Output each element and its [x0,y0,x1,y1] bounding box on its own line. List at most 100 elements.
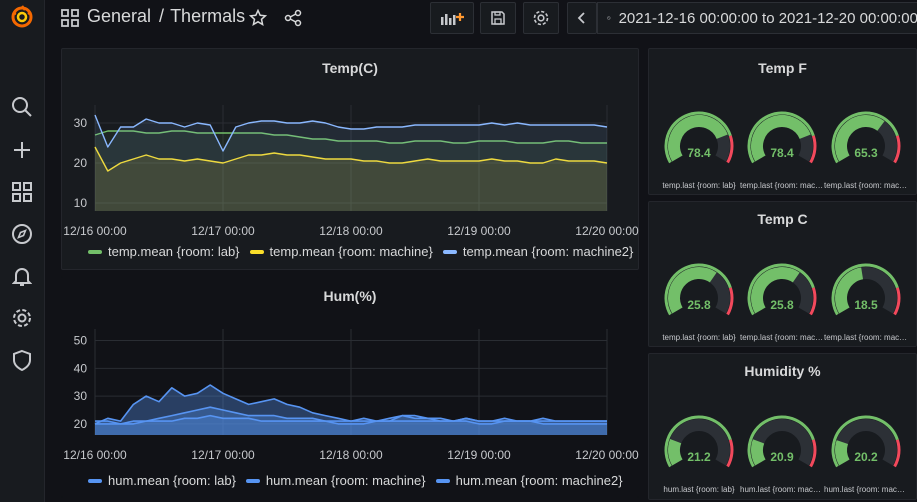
y-tick-label: 30 [74,116,88,130]
settings-gear-icon [533,10,549,26]
panel-title: Hum(%) [323,288,377,304]
gauge-label: temp.last {room: lab} [662,181,736,190]
gauge-arc [831,263,901,316]
legend-item-lab[interactable]: hum.mean {room: lab} [88,473,236,488]
legend-item-lab[interactable]: temp.mean {room: lab} [88,244,240,259]
gauge-value-arc [668,115,728,162]
x-tick-label: 12/17 00:00 [191,224,255,238]
dashboards-icon[interactable] [5,177,39,207]
threshold-green [831,263,899,316]
gauge: 25.8 temp.last {room: lab} [662,241,736,342]
gauge-arc [831,415,901,468]
share-icon[interactable] [284,9,302,30]
legend-label: temp.mean {room: machine2} [462,244,634,259]
alerting-icon[interactable] [5,261,39,291]
gauge-value-arc [668,267,717,314]
hum-graph-panel[interactable]: Hum(%) 20 30 40 50 12/16 00:00 12/17 00:00 12/… [61,276,639,498]
add-panel-button[interactable] [430,2,474,34]
sidebar [0,0,45,502]
threshold-green [664,111,732,164]
legend-label: hum.mean {room: lab} [108,473,236,488]
legend-swatch [442,249,457,254]
y-tick-label: 20 [74,156,88,170]
breadcrumb-separator: / [159,6,165,26]
hum-chart: 20 30 40 50 12/16 00:00 12/17 00:00 12/18 00:0… [63,329,639,462]
threshold-red [809,439,817,468]
threshold-red [893,439,901,468]
gauge-value-arc [835,267,864,314]
legend-label: hum.mean {room: machine} [265,473,426,488]
x-tick-label: 12/20 00:00 [575,224,639,238]
time-back-button[interactable] [567,2,597,34]
temp-c-gauge-panel[interactable]: Temp C 25.8 temp.last {room: lab} 25.8 temp… [648,201,917,347]
temp-c-graph-panel[interactable]: Temp(C) 10 20 30 12/16 00:00 12/17 00:00 12/1… [61,48,639,270]
x-tick-label: 12/19 00:00 [447,448,511,462]
threshold-red [893,287,901,316]
threshold-green [664,263,732,316]
series-line [95,414,607,425]
gauge: 78.4 temp.last {room: machine} [740,89,824,190]
threshold-red [726,287,734,316]
time-range-text: 2021-12-16 00:00:00 to 2021-12-20 00:00:… [618,9,917,27]
time-range-picker[interactable]: 2021-12-16 00:00:00 to 2021-12-20 00:00:… [597,2,917,34]
breadcrumb-folder[interactable]: General [87,6,152,26]
y-tick-label: 40 [74,361,88,375]
gauge-label: temp.last {room: machine} [740,333,824,342]
gauge: 65.3 temp.last {room: machine2} [824,89,908,190]
x-tick-label: 12/16 00:00 [63,448,127,462]
x-tick-label: 12/18 00:00 [319,448,383,462]
gauge-label: hum.last {room: lab} [663,485,735,494]
gauge-value: 20.9 [770,450,794,464]
gauge-value-arc [835,115,885,162]
humidity-gauge-panel[interactable]: Humidity % 21.2 hum.last {room: lab} 20.9 h… [648,353,917,500]
panel-title: Humidity % [744,363,821,379]
gauge-arc [747,415,817,468]
gauge-value: 21.2 [687,450,711,464]
save-dashboard-button[interactable] [480,2,516,34]
grafana-logo-icon[interactable] [5,2,39,32]
explore-icon[interactable] [5,219,39,249]
series-area [95,115,607,211]
threshold-red [726,439,734,468]
gauge-label: temp.last {room: machine} [740,181,824,190]
series-area [95,385,607,435]
gauge-value: 25.8 [687,298,711,312]
legend-item-machine2[interactable]: hum.mean {room: machine2} [435,473,623,488]
threshold-green [747,111,815,164]
gauge-value: 78.4 [770,146,794,160]
star-icon[interactable] [248,8,268,30]
gauge: 21.2 hum.last {room: lab} [663,393,735,494]
gauge-value-arc [751,439,766,466]
gear-icon[interactable] [5,303,39,333]
y-tick-label: 50 [74,334,88,348]
search-icon[interactable] [5,92,39,122]
threshold-red [809,287,817,316]
x-tick-label: 12/18 00:00 [319,224,383,238]
temp-c-chart: 10 20 30 12/16 00:00 12/17 00:00 12/18 00:00 1… [63,105,639,238]
gauge: 20.9 hum.last {room: machine} [740,393,824,494]
panel-title: Temp F [758,60,807,76]
gauge-label: temp.last {room: machine2} [824,181,908,190]
gauge-value-arc [751,267,800,314]
gauge-arc [664,415,734,468]
legend-item-machine2[interactable]: temp.mean {room: machine2} [442,244,634,259]
legend-item-machine[interactable]: temp.mean {room: machine} [249,244,433,259]
threshold-red [809,135,817,164]
threshold-green [747,263,815,316]
gauge-arc [831,111,901,164]
series-line [94,114,608,152]
legend: hum.mean {room: lab} hum.mean {room: mac… [88,473,623,488]
threshold-red [726,135,734,164]
x-tick-label: 12/19 00:00 [447,224,511,238]
legend: temp.mean {room: lab} temp.mean {room: m… [88,244,633,259]
shield-icon[interactable] [5,345,39,375]
gauge-row: 25.8 temp.last {room: lab} 25.8 temp.last {… [649,241,917,342]
plus-icon[interactable] [5,135,39,165]
dashboard-title[interactable]: Thermals [170,6,246,26]
gauge-arc [747,263,817,316]
panel-title: Temp C [757,211,808,227]
gauge: 20.2 hum.last {room: machine2} [824,393,908,494]
temp-f-gauge-panel[interactable]: Temp F 78.4 temp.last {room: lab} 78.4 temp… [648,48,917,195]
legend-item-machine[interactable]: hum.mean {room: machine} [245,473,426,488]
dashboard-settings-button[interactable] [523,2,559,34]
